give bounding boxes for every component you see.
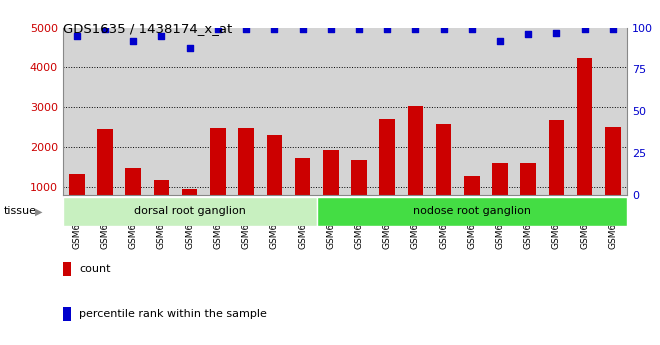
Text: ▶: ▶ — [35, 206, 42, 216]
Bar — [351, 160, 367, 227]
Bar — [436, 124, 451, 227]
Point — [354, 27, 364, 32]
Point — [71, 33, 82, 39]
Text: dorsal root ganglion: dorsal root ganglion — [134, 206, 246, 216]
Bar — [154, 180, 169, 227]
Point — [382, 27, 393, 32]
Text: count: count — [79, 264, 111, 274]
Point — [579, 27, 590, 32]
Point — [523, 31, 533, 37]
Text: GDS1635 / 1438174_x_at: GDS1635 / 1438174_x_at — [63, 22, 232, 36]
Point — [608, 27, 618, 32]
Bar — [323, 150, 339, 227]
Point — [325, 27, 336, 32]
Point — [438, 27, 449, 32]
Point — [269, 27, 280, 32]
Point — [467, 27, 477, 32]
Text: tissue: tissue — [3, 206, 36, 216]
Bar — [492, 162, 508, 227]
Bar — [548, 120, 564, 227]
Bar — [408, 107, 423, 227]
Bar — [267, 135, 282, 227]
Bar — [605, 127, 620, 227]
Point — [410, 27, 420, 32]
Bar — [63, 197, 317, 226]
Point — [128, 38, 139, 44]
Point — [156, 33, 167, 39]
Point — [184, 45, 195, 50]
Bar — [210, 128, 226, 227]
Bar — [125, 168, 141, 227]
Point — [100, 27, 110, 32]
Bar — [97, 129, 113, 227]
Text: percentile rank within the sample: percentile rank within the sample — [79, 309, 267, 319]
Text: nodose root ganglion: nodose root ganglion — [412, 206, 531, 216]
Bar — [521, 163, 536, 227]
Bar — [182, 189, 197, 227]
Bar — [238, 128, 254, 227]
Bar — [295, 158, 310, 227]
Point — [241, 27, 251, 32]
Point — [495, 38, 506, 44]
Bar — [464, 176, 480, 227]
Point — [551, 30, 562, 36]
Bar — [69, 174, 84, 227]
Bar — [379, 119, 395, 227]
Point — [297, 27, 308, 32]
Bar — [317, 197, 627, 226]
Bar — [577, 58, 593, 227]
Point — [213, 27, 223, 32]
